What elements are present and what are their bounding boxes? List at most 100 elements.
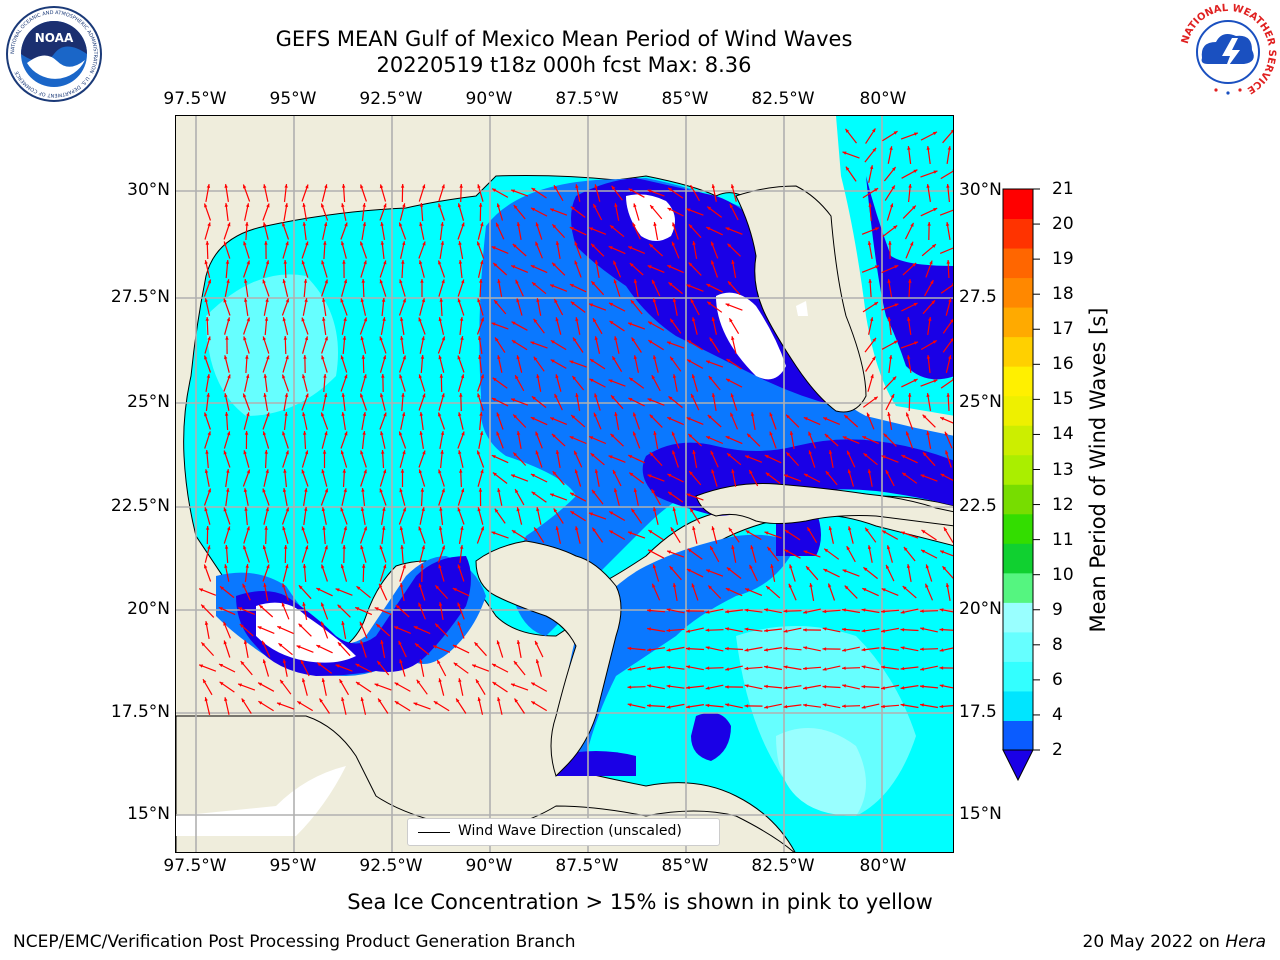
wind-wave-arrow-head [609,511,614,515]
wind-wave-arrow-head [402,355,406,360]
wind-wave-arrow-head [589,378,594,383]
wind-wave-arrow-head [340,450,345,455]
wind-wave-arrow-head [379,336,383,341]
wind-wave-arrow-head [457,355,461,360]
wind-wave-arrow-head [420,488,425,492]
wind-wave-arrow-head [302,203,306,207]
wind-wave-arrow-head [881,704,885,709]
wind-wave-arrow-head [204,564,208,569]
blue-band-central [479,178,953,636]
wind-wave-arrow-head [283,260,287,264]
wind-wave-arrow-head [421,507,425,512]
wind-wave-arrow-head [474,642,479,647]
wind-wave-arrow-head [399,659,403,664]
wind-wave-arrow-head [933,131,937,136]
wind-wave-arrow-head [783,629,788,633]
wind-wave-arrow-head [305,241,309,246]
wind-wave-arrow-head [440,431,445,435]
wind-wave-arrow-head [204,298,208,303]
wind-wave-arrow-head [711,184,716,189]
wind-wave-arrow-head [491,246,496,250]
lon-label-bottom: 87.5°W [555,856,619,876]
wind-wave-arrow-head [844,415,849,419]
wind-wave-arrow-head [492,472,497,477]
wind-wave-arrow-head [807,527,811,532]
wind-wave-arrow-head [419,412,423,416]
wind-wave-arrow-head [885,470,889,474]
wind-wave-arrow-head [862,588,867,592]
wind-wave-arrow-head [869,317,874,322]
wind-wave-arrow-head [670,318,674,323]
wind-wave-arrow-head [686,705,690,709]
wind-wave-arrow-head [652,564,657,569]
wind-wave-arrow-head [341,393,345,397]
lon-label-bottom: 85°W [661,856,709,876]
wind-wave-arrow-head [788,583,792,588]
wind-wave-arrow-head [945,450,949,455]
lon-label-top: 82.5°W [751,89,815,109]
noaa-logo: NATIONAL OCEANIC AND ATMOSPHERIC ADMINIS… [6,6,102,102]
lat-label-left: 15°N [127,804,170,824]
wind-wave-arrow-head [551,433,556,438]
wind-wave-arrow-head [282,526,286,531]
wind-wave-arrow-head [906,412,910,417]
wind-wave-arrow-head [536,507,540,512]
wind-wave-arrow-head [688,224,693,229]
wind-wave-arrow-head [608,455,613,459]
wind-wave-arrow-head [226,279,230,283]
wind-wave-arrow-head [569,284,574,288]
lon-label-top: 92.5°W [359,89,423,109]
colorbar-segment [1003,631,1033,662]
wind-wave-arrow-head [861,608,866,612]
wind-wave-arrow-head [647,474,652,478]
wind-wave-arrow-head [263,393,267,397]
wind-wave-arrow-head [692,526,696,531]
wind-wave-arrow-head [822,703,827,707]
wind-wave-arrow-head [550,493,554,497]
wind-wave-arrow-head [869,165,874,170]
wind-wave-arrow-head [900,628,905,632]
wind-wave-arrow-head [939,627,944,632]
wind-wave-arrow-head [892,376,897,381]
wind-wave-arrow-head [648,340,653,344]
wind-wave-arrow-head [298,585,303,590]
wind-wave-arrow-head [400,469,405,473]
wind-wave-arrow-head [305,545,309,550]
wind-wave-arrow-head [531,701,536,705]
wind-wave-arrow-head [671,241,676,246]
wind-wave-arrow-head [686,665,690,669]
wind-wave-arrow-head [592,527,596,532]
wind-wave-arrow-head [921,549,925,554]
wind-wave-arrow-head [361,355,366,359]
wind-wave-arrow-head [672,507,676,512]
wind-wave-arrow-head [266,412,270,417]
wind-wave-arrow-head [479,412,483,416]
wind-wave-arrow-head [914,341,918,345]
wind-wave-arrow-head [611,395,615,400]
wind-wave-arrow-head [277,626,282,630]
wind-wave-arrow-head [803,550,808,554]
lon-label-bottom: 95°W [269,856,317,876]
map-title: GEFS MEAN Gulf of Mexico Mean Period of … [275,27,853,51]
wind-wave-arrow-head [725,609,729,614]
wind-wave-arrow-head [379,583,383,588]
wind-wave-arrow-head [593,318,597,323]
wind-wave-arrow-head [890,394,895,398]
wind-wave-arrow-head [613,260,617,265]
wind-wave-arrow-head [199,664,204,668]
lon-label-bottom: 80°W [859,856,907,876]
wind-wave-arrow-head [653,507,657,512]
wind-wave-arrow-head [872,147,877,152]
wind-wave-arrow-head [647,666,651,671]
wind-wave-arrow-head [881,455,886,459]
wind-wave-arrow-head [711,526,715,531]
wind-wave-arrow-head [206,374,211,378]
colorbar-segment [1003,395,1033,426]
wind-wave-arrow-head [282,431,286,436]
wind-wave-arrow-head [337,604,342,609]
wind-wave-arrow-head [725,227,730,231]
wind-wave-arrow-head [666,628,671,633]
wind-wave-arrow-head [647,189,652,193]
wind-wave-arrow-head [362,222,367,226]
wind-wave-arrow-head [284,393,289,397]
